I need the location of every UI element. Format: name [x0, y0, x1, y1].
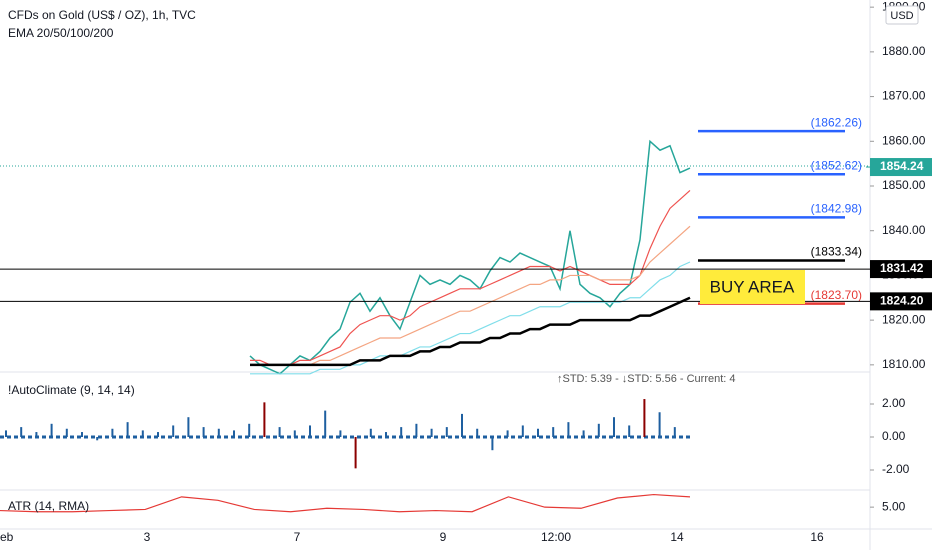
chart-title: CFDs on Gold (US$ / OZ), 1h, TVC [8, 8, 196, 22]
x-tick-label: 3 [144, 530, 151, 544]
histogram-bar [628, 425, 631, 437]
histogram-bar [552, 427, 555, 437]
histogram-bar [50, 423, 53, 437]
histogram-bar [658, 412, 661, 437]
level-label: (1833.34) [811, 245, 862, 259]
level-label: (1862.26) [811, 115, 862, 129]
level-label: (1852.62) [811, 158, 862, 172]
atr-line [0, 493, 691, 513]
histogram-bar [202, 427, 205, 437]
histogram-bar [369, 428, 372, 437]
price-marker-label: 1824.20 [880, 294, 924, 308]
histogram-bar [278, 427, 281, 437]
indicator-legend: EMA 20/50/100/200 [8, 26, 114, 40]
histogram-bar [293, 430, 296, 437]
price-line [249, 139, 691, 375]
histogram-bar [673, 427, 676, 437]
histogram-bar [506, 430, 509, 437]
y-tick-label: 5.00 [882, 499, 906, 513]
histogram-bar [111, 428, 114, 437]
y-tick-label: 1850.00 [882, 178, 926, 192]
histogram-bar [415, 423, 418, 437]
price-marker [870, 260, 932, 279]
histogram-bar [582, 430, 585, 437]
indicator-stats: ↑STD: 5.39 - ↓STD: 5.56 - Current: 4 [557, 373, 736, 385]
x-tick-label: 14 [670, 530, 684, 544]
histogram-bar [81, 432, 83, 437]
histogram-bar [537, 428, 539, 437]
ema-line [250, 190, 691, 366]
histogram-bar [476, 428, 479, 437]
histogram-bar [263, 402, 266, 437]
histogram-bar [35, 432, 38, 437]
y-tick-label: 1840.00 [882, 223, 926, 237]
histogram-bar [157, 432, 159, 437]
y-tick-label: 1810.00 [882, 357, 926, 371]
indicator-title: ATR (14, RMA) [8, 499, 89, 513]
y-tick-label: 0.00 [882, 429, 906, 443]
ema-line [250, 225, 691, 366]
histogram-bar [597, 423, 600, 437]
currency-badge[interactable] [885, 5, 919, 25]
histogram-bar [248, 423, 251, 437]
currency-label: USD [890, 10, 913, 22]
histogram-bar [141, 430, 144, 437]
histogram-bar [430, 428, 433, 437]
histogram-bar [96, 437, 99, 441]
histogram-bar [172, 425, 175, 437]
level-label: (1823.70) [811, 288, 862, 302]
x-tick-label: eb [0, 530, 14, 544]
price-marker [870, 292, 932, 311]
histogram-bar [217, 428, 220, 437]
x-tick-label: 9 [440, 530, 447, 544]
annotation-label: BUY AREA [710, 277, 795, 296]
price-marker-label: 1854.24 [880, 159, 924, 173]
level-label: (1842.98) [811, 202, 862, 216]
histogram-bar [233, 430, 235, 437]
x-tick-label: 16 [810, 530, 824, 544]
histogram-bar [126, 422, 129, 437]
histogram-bar [65, 428, 68, 437]
histogram-bar [491, 437, 494, 451]
y-tick-label: 1880.00 [882, 44, 926, 58]
histogram-bar [339, 430, 342, 437]
histogram-bar [643, 399, 646, 437]
annotation-box [700, 270, 805, 304]
histogram-bar [5, 430, 7, 437]
histogram-bar [309, 425, 311, 437]
y-tick-label: -2.00 [882, 462, 910, 476]
histogram-bar [354, 437, 357, 469]
x-tick-label: 7 [294, 530, 301, 544]
price-marker-label: 1831.42 [880, 261, 924, 275]
y-tick-label: 1860.00 [882, 133, 926, 147]
histogram-bar [20, 427, 23, 437]
histogram-bar [400, 427, 403, 437]
histogram-bar [445, 427, 448, 437]
indicator-title: !AutoClimate (9, 14, 14) [8, 383, 135, 397]
histogram-bar [613, 417, 615, 437]
histogram-bar [187, 417, 190, 437]
y-tick-label: 1870.00 [882, 89, 926, 103]
y-tick-label: 1820.00 [882, 312, 926, 326]
ema-line [250, 261, 691, 375]
histogram-bar [385, 432, 387, 437]
y-tick-label: 2.00 [882, 396, 906, 410]
histogram-bar [567, 422, 570, 437]
histogram-bar [461, 413, 463, 437]
ema-line [250, 296, 691, 367]
x-tick-label: 12:00 [541, 530, 571, 544]
histogram-bar [324, 410, 327, 437]
histogram-bar [521, 425, 524, 437]
price-marker [870, 158, 932, 177]
